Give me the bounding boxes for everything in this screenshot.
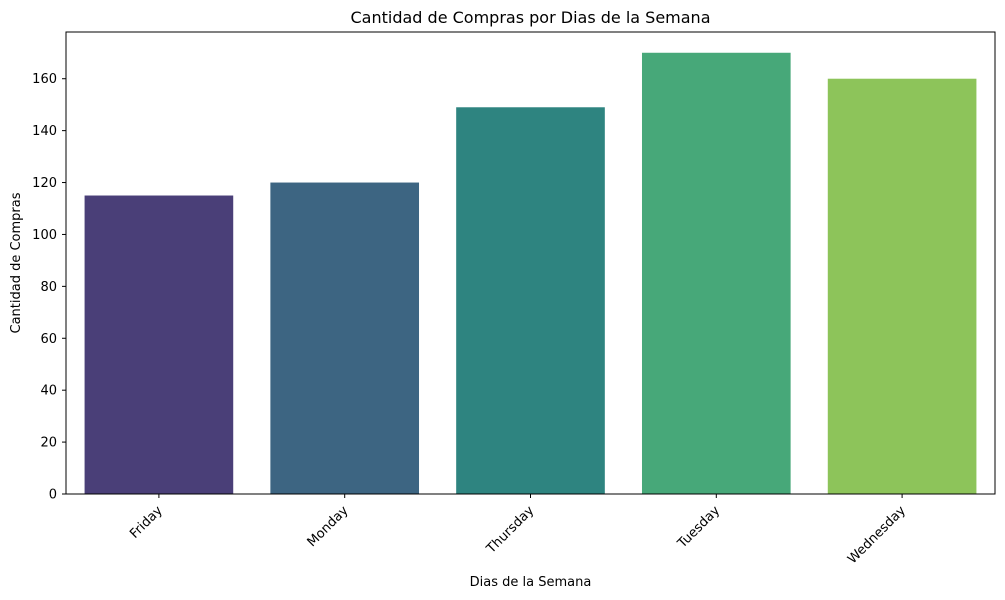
x-tick-label-wednesday: Wednesday (845, 503, 909, 567)
plot-frame (65, 31, 996, 495)
y-tick-label: 20 (40, 436, 57, 451)
y-tick-label: 160 (32, 72, 57, 87)
chart-title: Cantidad de Compras por Dias de la Seman… (351, 8, 711, 27)
bar-thursday (456, 107, 605, 495)
y-tick-label: 60 (40, 332, 57, 347)
y-tick-label: 0 (49, 488, 57, 503)
bar-friday (84, 195, 234, 495)
y-tick-label: 140 (32, 124, 57, 139)
y-axis-ticks: 0 20 40 60 80 100 120 140 160 (32, 72, 66, 503)
bar-tuesday (641, 52, 791, 495)
x-axis-label: Dias de la Semana (470, 575, 592, 590)
bar-monday (270, 182, 420, 495)
x-tick-label-monday: Monday (305, 503, 352, 550)
bars-layer (84, 52, 977, 495)
y-tick-label: 40 (40, 384, 57, 399)
y-axis-label: Cantidad de Compras (9, 192, 24, 333)
y-tick-label: 120 (32, 176, 57, 191)
bar-wednesday (827, 78, 977, 494)
x-tick-label-thursday: Thursday (483, 503, 537, 557)
y-tick-label: 80 (40, 280, 57, 295)
x-tick-label-tuesday: Tuesday (674, 503, 723, 552)
y-tick-label: 100 (32, 228, 57, 243)
x-axis-ticks: Friday Monday Thursday Tuesday Wednesday (127, 494, 909, 567)
x-tick-label-friday: Friday (127, 503, 166, 542)
